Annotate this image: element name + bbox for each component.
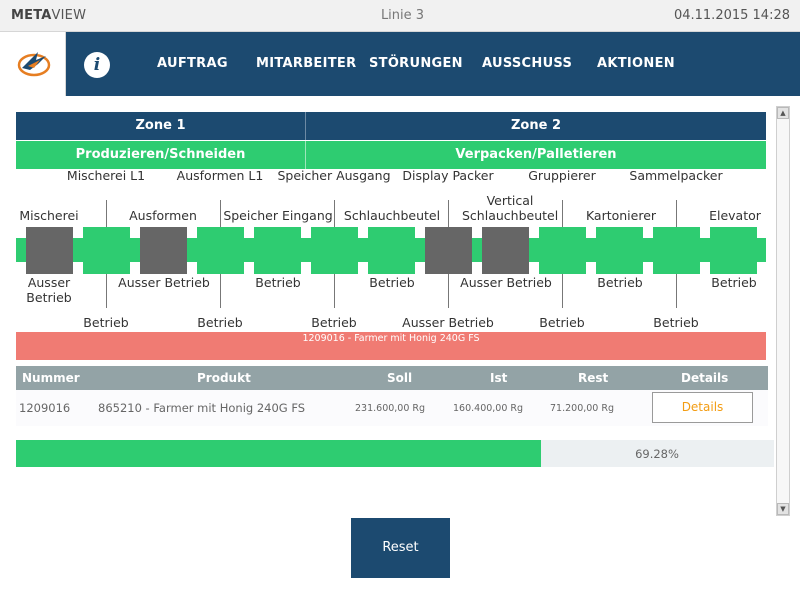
machine-gruppierer[interactable] bbox=[539, 227, 586, 274]
cell-nummer: 1209016 bbox=[19, 401, 71, 415]
machine-elevator[interactable] bbox=[710, 227, 757, 274]
connector-line bbox=[220, 200, 221, 227]
machine-label: Mischerei L1 bbox=[66, 168, 146, 183]
col-produkt: Produkt bbox=[197, 371, 251, 385]
machine-schlauchbeutel[interactable] bbox=[368, 227, 415, 274]
progress-bar: 69.28% bbox=[16, 440, 774, 467]
progress-label: 69.28% bbox=[635, 447, 679, 461]
reset-button[interactable]: Reset bbox=[351, 518, 450, 578]
info-icon[interactable]: i bbox=[84, 52, 110, 78]
machine-label: Mischerei bbox=[19, 208, 79, 223]
machine-ausformen-l1[interactable] bbox=[197, 227, 244, 274]
machine-label: Sammelpacker bbox=[629, 168, 723, 183]
col-details: Details bbox=[681, 371, 729, 385]
zone-1-title: Zone 1 bbox=[135, 118, 186, 133]
col-soll: Soll bbox=[387, 371, 413, 385]
machine-mischerei-l1[interactable] bbox=[83, 227, 130, 274]
zone-2-phase: Verpacken/Palletieren bbox=[455, 147, 617, 162]
app-brand-bold: META bbox=[11, 8, 52, 23]
connector-line bbox=[106, 200, 107, 227]
connector-line bbox=[676, 274, 677, 308]
line-name: Linie 3 bbox=[380, 8, 425, 23]
machine-label: Display Packer bbox=[402, 168, 494, 183]
details-button[interactable]: Details bbox=[652, 392, 753, 423]
nav-auftrag[interactable]: AUFTRAG bbox=[157, 56, 228, 71]
logo-button[interactable] bbox=[0, 32, 66, 96]
machine-status: Betrieb bbox=[197, 315, 243, 330]
machine-label: Elevator bbox=[709, 208, 761, 223]
production-line: Mischerei L1 Ausformen L1 Speicher Ausga… bbox=[0, 168, 780, 333]
machine-mischerei[interactable] bbox=[26, 227, 73, 274]
machine-status: Ausser Betrieb bbox=[402, 315, 494, 330]
machine-label: Ausformen L1 bbox=[176, 168, 264, 183]
order-banner: 1209016 - Farmer mit Honig 240G FS bbox=[16, 332, 766, 360]
cell-soll: 231.600,00 Rg bbox=[355, 403, 426, 414]
connector-line bbox=[562, 200, 563, 227]
nav-mitarbeiter[interactable]: MITARBEITER bbox=[256, 56, 357, 71]
phase-divider bbox=[305, 141, 306, 169]
machine-kartonierer[interactable] bbox=[596, 227, 643, 274]
scrollbar[interactable]: ▲ ▼ bbox=[776, 106, 790, 516]
machine-status: Betrieb bbox=[653, 315, 699, 330]
machine-status: Betrieb bbox=[369, 275, 415, 290]
scroll-down-icon[interactable]: ▼ bbox=[777, 503, 789, 515]
machine-display-packer[interactable] bbox=[425, 227, 472, 274]
machine-status: Ausser Betrieb bbox=[460, 275, 552, 290]
machine-label: Schlauchbeutel bbox=[343, 208, 441, 223]
cell-ist: 160.400,00 Rg bbox=[453, 403, 524, 414]
zone-divider bbox=[305, 112, 306, 140]
machine-status: Betrieb bbox=[597, 275, 643, 290]
col-nummer: Nummer bbox=[22, 371, 80, 385]
connector-line bbox=[334, 200, 335, 227]
connector-line bbox=[106, 274, 107, 308]
zone-header: Zone 1 Zone 2 bbox=[16, 112, 766, 140]
app-brand-rest: VIEW bbox=[51, 8, 87, 23]
connector-line bbox=[334, 274, 335, 308]
connector-line bbox=[448, 200, 449, 227]
table-row: 1209016 865210 - Farmer mit Honig 240G F… bbox=[16, 390, 768, 426]
machine-status: Betrieb bbox=[311, 315, 357, 330]
phase-header: Produzieren/Schneiden Verpacken/Palletie… bbox=[16, 141, 766, 169]
bird-logo-icon bbox=[17, 52, 51, 77]
machine-speicher-ausgang[interactable] bbox=[311, 227, 358, 274]
nav-ausschuss[interactable]: AUSSCHUSS bbox=[482, 56, 573, 71]
machine-label: Speicher Ausgang bbox=[277, 168, 391, 183]
zone-2-title: Zone 2 bbox=[510, 118, 561, 133]
connector-line bbox=[676, 200, 677, 227]
machine-vertical-schlauchbeutel[interactable] bbox=[482, 227, 529, 274]
machine-status: Betrieb bbox=[711, 275, 757, 290]
title-bar: METAVIEW Linie 3 04.11.2015 14:28 bbox=[0, 0, 800, 32]
order-table-header: Nummer Produkt Soll Ist Rest Details bbox=[16, 366, 768, 390]
machine-label: Kartonierer bbox=[585, 208, 657, 223]
machine-status: Betrieb bbox=[83, 315, 129, 330]
col-ist: Ist bbox=[490, 371, 508, 385]
machine-status: Ausser Betrieb bbox=[118, 275, 210, 290]
col-rest: Rest bbox=[578, 371, 609, 385]
machine-label: Ausformen bbox=[129, 208, 197, 223]
machine-label: Speicher Eingang bbox=[223, 208, 333, 223]
machine-status: Betrieb bbox=[539, 315, 585, 330]
machine-label: Gruppierer bbox=[528, 168, 596, 183]
scroll-up-icon[interactable]: ▲ bbox=[777, 107, 789, 119]
machine-label: Vertical Schlauchbeutel bbox=[462, 193, 559, 223]
progress-fill bbox=[16, 440, 542, 467]
cell-produkt: 865210 - Farmer mit Honig 240G FS bbox=[98, 401, 306, 415]
connector-line bbox=[448, 274, 449, 308]
machine-status: Ausser Betrieb bbox=[26, 275, 72, 305]
app-brand: METAVIEW bbox=[11, 8, 86, 23]
datetime: 04.11.2015 14:28 bbox=[673, 8, 790, 23]
main-nav: i AUFTRAG MITARBEITER STÖRUNGEN AUSSCHUS… bbox=[0, 32, 800, 96]
nav-aktionen[interactable]: AKTIONEN bbox=[597, 56, 675, 71]
content-area: Zone 1 Zone 2 Produzieren/Schneiden Verp… bbox=[0, 96, 800, 594]
connector-line bbox=[562, 274, 563, 308]
zone-1-phase: Produzieren/Schneiden bbox=[75, 147, 246, 162]
machine-ausformen[interactable] bbox=[140, 227, 187, 274]
machine-speicher-eingang[interactable] bbox=[254, 227, 301, 274]
nav-stoerungen[interactable]: STÖRUNGEN bbox=[369, 56, 463, 71]
cell-rest: 71.200,00 Rg bbox=[550, 403, 614, 414]
machine-sammelpacker[interactable] bbox=[653, 227, 700, 274]
machine-status: Betrieb bbox=[255, 275, 301, 290]
connector-line bbox=[220, 274, 221, 308]
